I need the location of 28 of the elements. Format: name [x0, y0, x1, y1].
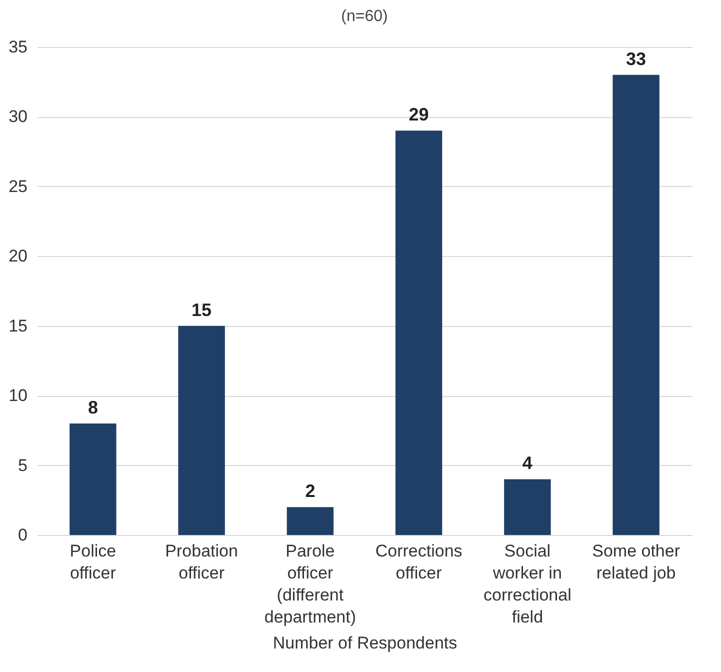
x-tick-label: Corrections officer	[375, 542, 462, 582]
bar	[178, 326, 225, 535]
data-label: 2	[305, 481, 316, 502]
bar	[612, 74, 660, 535]
y-tick-label: 5	[18, 456, 28, 475]
y-tick-label: 35	[8, 38, 28, 56]
y-tick-label: 25	[8, 176, 28, 196]
bar	[504, 479, 551, 535]
x-tick-label: Social worker in correctional field	[484, 542, 572, 626]
y-tick-label: 15	[8, 316, 28, 336]
data-label: 4	[522, 453, 532, 474]
x-tick-label: Some other related job	[592, 542, 680, 582]
data-label: 15	[192, 300, 212, 320]
y-tick-label: 10	[8, 386, 28, 406]
x-axis-title: Number of Respondents	[272, 634, 458, 652]
chart-title: (n=60)	[341, 8, 388, 25]
y-tick-label: 20	[8, 246, 28, 266]
data-label: 8	[88, 397, 98, 418]
x-tick-label: Parole officer (different department)	[264, 542, 356, 626]
y-tick-label: 30	[8, 107, 28, 126]
x-tick-label: Probation officer	[165, 542, 238, 582]
x-tick-label: Police officer	[70, 542, 116, 582]
bar	[395, 130, 442, 535]
data-label: 29	[408, 104, 429, 125]
bar	[286, 507, 334, 535]
y-tick-label: 0	[18, 526, 28, 544]
bar	[70, 423, 116, 535]
data-label: 33	[626, 48, 646, 69]
